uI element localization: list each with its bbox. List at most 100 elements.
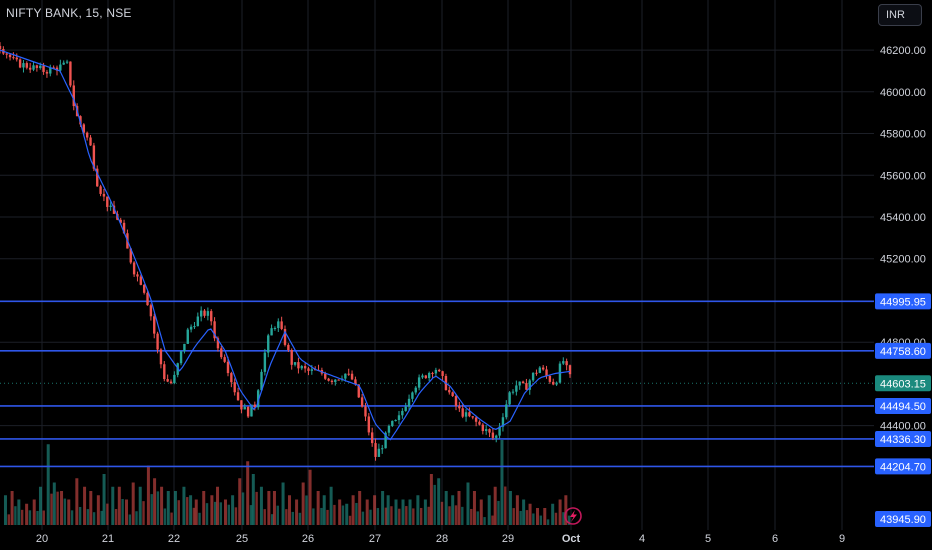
volume-bar: [358, 491, 362, 525]
volume-bar: [170, 512, 173, 525]
candle-body: [438, 369, 441, 372]
candle-body: [461, 408, 464, 417]
candle-body: [210, 311, 213, 322]
candle-body: [491, 432, 495, 438]
candle-body: [199, 310, 203, 317]
candle-body: [270, 328, 273, 336]
candle-body: [548, 375, 552, 382]
volume-bar: [536, 508, 540, 525]
time-tick-label: 21: [102, 533, 114, 545]
volume-bar: [361, 511, 365, 525]
volume-bar: [194, 499, 198, 525]
volume-bar: [564, 495, 568, 525]
candle-body: [370, 432, 374, 444]
volume-bar: [100, 510, 103, 525]
candle-body: [324, 373, 327, 379]
volume-bar: [223, 499, 227, 525]
candle-body: [367, 416, 371, 433]
candle-body: [414, 387, 417, 393]
volume-bar: [295, 499, 299, 525]
level-price-label: 44336.30: [880, 434, 926, 446]
candle-body: [334, 379, 337, 382]
volume-bar: [146, 465, 150, 525]
candle-body: [451, 392, 454, 397]
volume-bar: [412, 508, 415, 525]
volume-bar: [522, 499, 526, 525]
candle-body: [99, 186, 102, 194]
price-tick-label: 44400.00: [880, 421, 926, 433]
time-axis[interactable]: 20 21 22 25 26 27 28 29 Oct 4 5 6 9: [36, 533, 845, 545]
volume-bar: [28, 510, 32, 525]
candle-body: [186, 329, 189, 344]
volume-bar: [401, 499, 405, 525]
volume-bar: [365, 499, 369, 525]
volume-bar: [238, 478, 242, 525]
volume-bar: [322, 495, 326, 525]
volume-bar: [504, 486, 507, 525]
volume-bar: [92, 512, 96, 525]
volume-bar: [386, 495, 390, 525]
volume-bar: [160, 486, 164, 525]
lightning-icon[interactable]: [564, 507, 582, 525]
candle-body: [347, 373, 350, 375]
volume-bar: [333, 504, 336, 525]
volume-bar: [381, 491, 385, 525]
volume-bar: [519, 510, 522, 525]
volume-bar: [192, 507, 196, 525]
candle-body: [481, 424, 485, 432]
volume-bar: [567, 515, 571, 525]
volume-bar: [508, 491, 512, 525]
lowest-price-label-bg: [875, 511, 931, 527]
candle-body: [260, 371, 263, 391]
volume-bar: [398, 508, 401, 525]
candle-body: [0, 45, 2, 50]
candle-body: [206, 311, 210, 316]
candle-body: [280, 321, 283, 329]
candle-body: [417, 377, 421, 388]
candle-body: [300, 366, 303, 369]
candle-body: [404, 406, 407, 411]
last-price-label: 44603.15: [880, 378, 926, 390]
volume-bar: [457, 491, 461, 525]
volume-bar: [515, 495, 519, 525]
volume-bar: [177, 500, 180, 525]
currency-button[interactable]: INR: [878, 4, 922, 26]
candle-body: [25, 63, 29, 68]
candle-body: [307, 368, 310, 371]
candle-body: [256, 390, 260, 408]
volume-bar: [451, 495, 455, 525]
volume-bar: [96, 495, 100, 525]
volume-bar: [270, 514, 274, 525]
candle-body: [243, 407, 246, 410]
candle-body: [515, 385, 518, 392]
candle-body: [478, 421, 481, 425]
candle-body: [166, 379, 169, 382]
candle-body: [42, 65, 45, 72]
horizontal-levels[interactable]: [0, 300, 874, 468]
candle-body: [538, 367, 542, 373]
volume-bar: [67, 499, 71, 525]
volume-bar: [308, 469, 312, 525]
volume-bar: [46, 444, 50, 525]
volume-bar: [14, 506, 17, 525]
candle-body: [431, 372, 434, 374]
volume-bar: [291, 511, 294, 525]
candle-body: [18, 59, 22, 68]
time-tick-label: 20: [36, 533, 48, 545]
candle-body: [183, 343, 186, 352]
volume-bar: [558, 499, 562, 525]
volume-bar: [10, 491, 14, 525]
candle-body: [337, 379, 340, 381]
volume-bar: [142, 501, 145, 525]
level-price-label: 44204.70: [880, 461, 926, 473]
volume-bar: [153, 478, 157, 525]
candle-body: [508, 392, 511, 405]
candle-body: [267, 335, 270, 353]
candle-body: [146, 292, 149, 306]
candle-body: [236, 392, 240, 401]
lowest-price-label: 43945.90: [880, 514, 926, 526]
candle-body: [391, 420, 394, 426]
candle-body: [277, 321, 280, 328]
